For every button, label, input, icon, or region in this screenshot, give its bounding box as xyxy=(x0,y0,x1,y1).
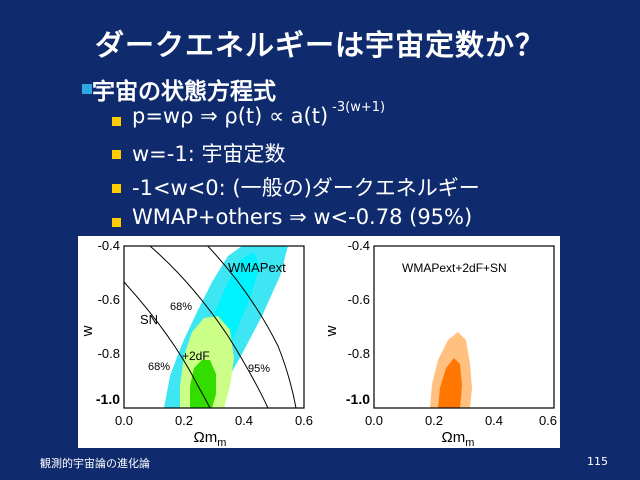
label-68-top: 68% xyxy=(170,301,192,313)
twodf-68-contour xyxy=(190,360,216,408)
sn-68-upper-line xyxy=(149,246,269,408)
constraint-figure: WMAPext SN 68% 68% +2dF 95% -0.4 -0.6 -0… xyxy=(78,236,560,449)
bullet-lambda: w=-1: 宇宙定数 xyxy=(132,142,286,166)
right-panel-plot xyxy=(430,332,472,408)
label-68-bottom: 68% xyxy=(148,361,170,373)
left-panel-plot xyxy=(124,246,297,408)
x-tick-left: 0.0 xyxy=(115,413,133,428)
y-axis-label-left: w xyxy=(79,325,96,337)
left-plot-frame xyxy=(123,245,305,409)
sn-95-line xyxy=(206,246,297,408)
bullet-eos-text: p=wρ ⇒ ρ(t) ∝ a(t) xyxy=(132,104,329,128)
x-axis-label-left: Ωmm xyxy=(194,429,227,448)
sn-68-lower-line xyxy=(124,281,211,408)
y-tick-left: -0.8 xyxy=(98,346,120,361)
y-tick-left: -0.4 xyxy=(98,238,120,253)
y-tick-right: -0.4 xyxy=(348,238,370,253)
bullet-wmap: WMAP+others ⇒ w<-0.78 (95%) xyxy=(132,205,473,229)
bullet-icon xyxy=(112,218,121,227)
x-tick-right: 0.4 xyxy=(485,413,503,428)
page-number: 115 xyxy=(587,455,608,468)
x-tick-right: 0.2 xyxy=(425,413,443,428)
x-tick-right: 0.0 xyxy=(365,413,383,428)
label-sn: SN xyxy=(140,312,158,327)
label-95: 95% xyxy=(248,363,270,375)
y-tick-right: -0.6 xyxy=(348,292,370,307)
bullet-dark: -1<w<0: (一般の)ダークエネルギー xyxy=(132,176,480,200)
x-tick-right: 0.6 xyxy=(539,413,557,428)
bullet-eos-exponent: -3(w+1) xyxy=(332,100,386,115)
slide-title: ダークエネルギーは宇宙定数か？ xyxy=(94,28,545,62)
omega-subscript: m xyxy=(217,437,226,448)
label-2df: +2dF xyxy=(182,349,210,363)
x-tick-left: 0.4 xyxy=(235,413,253,428)
footer-course-title: 観測的宇宙論の進化論 xyxy=(40,457,150,470)
label-combined: WMAPext+2dF+SN xyxy=(402,261,507,275)
heading-bullet-icon xyxy=(82,84,92,94)
x-tick-left: 0.6 xyxy=(295,413,313,428)
bullet-icon xyxy=(112,150,121,159)
y-tick-left: -0.6 xyxy=(98,292,120,307)
x-axis-label-right-text: Ωm xyxy=(442,429,466,446)
y-tick-right: -0.8 xyxy=(348,346,370,361)
combined-68-contour xyxy=(438,358,462,408)
y-tick-left-bold: -1.0 xyxy=(96,391,120,407)
y-tick-right-bold: -1.0 xyxy=(346,391,370,407)
bullet-icon xyxy=(112,184,121,193)
heading: 宇宙の状態方程式 xyxy=(92,79,276,105)
label-wmapext: WMAPext xyxy=(228,260,286,275)
bullet-eos: p=wρ ⇒ ρ(t) ∝ a(t) -3(w+1) xyxy=(132,100,385,128)
x-axis-label-right: Ωmm xyxy=(442,429,475,448)
omega-subscript: m xyxy=(465,437,474,448)
y-axis-label-right: w xyxy=(323,325,340,337)
right-plot-frame xyxy=(373,245,555,409)
x-tick-left: 0.2 xyxy=(175,413,193,428)
x-axis-label-left-text: Ωm xyxy=(194,429,218,446)
bullet-icon xyxy=(112,117,121,126)
